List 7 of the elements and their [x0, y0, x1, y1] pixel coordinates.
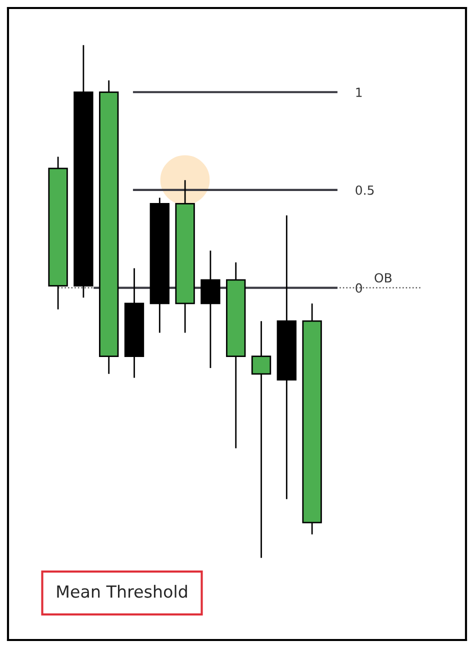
ref-line-label: OB — [374, 273, 392, 283]
annotation: Mean Threshold — [57, 584, 187, 598]
y-tick-label: 0 — [356, 283, 362, 293]
y-tick-label: 0.5 — [356, 185, 374, 195]
y-tick-label: 1 — [356, 88, 362, 97]
candlestick — [251, 320, 272, 559]
candlestick — [200, 250, 220, 369]
